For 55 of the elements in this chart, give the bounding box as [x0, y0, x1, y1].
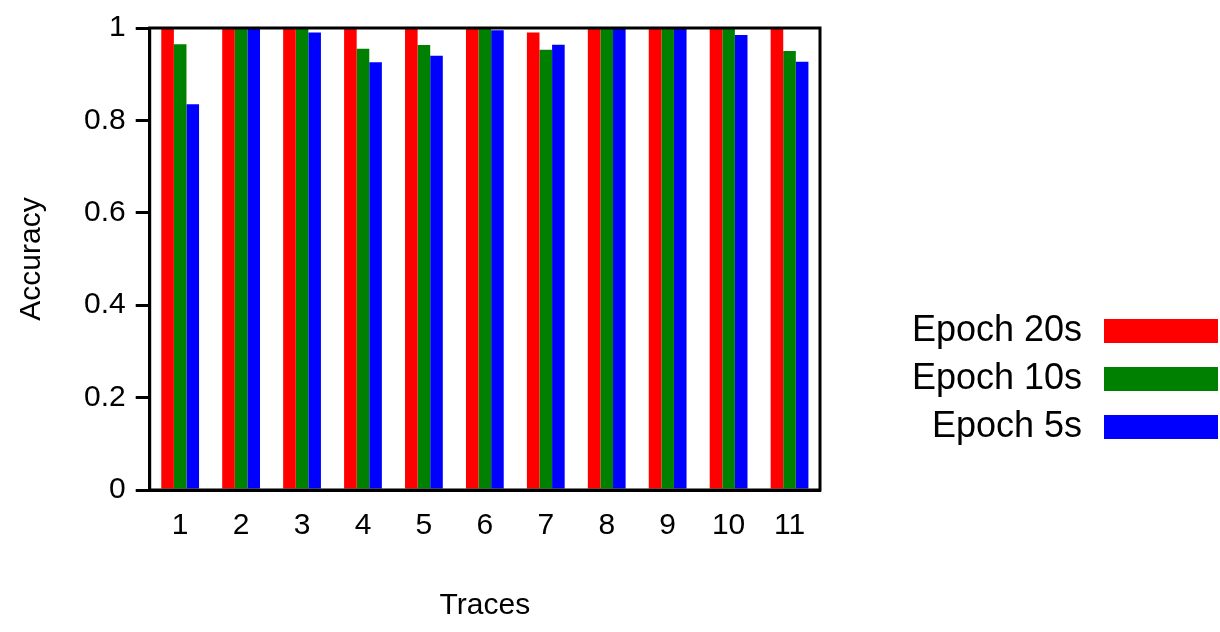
- y-tick-label: 0.8: [83, 101, 126, 135]
- bar: [613, 28, 626, 489]
- x-tick-label: 8: [598, 507, 616, 541]
- y-tick-label: 0.4: [83, 286, 126, 320]
- x-tick-label: 5: [415, 507, 433, 541]
- bar: [648, 28, 662, 489]
- bar: [465, 28, 479, 489]
- bar: [234, 28, 248, 489]
- bar: [247, 28, 260, 489]
- bar: [283, 28, 296, 489]
- bar: [783, 51, 796, 489]
- y-tick-label: 0.6: [83, 194, 126, 228]
- x-tick-label: 1: [171, 507, 189, 541]
- bar: [539, 49, 553, 489]
- bar: [430, 55, 443, 489]
- y-tick-label: 1: [109, 9, 126, 43]
- x-tick-label: 10: [711, 507, 746, 541]
- x-tick-label: 7: [537, 507, 555, 541]
- bar: [405, 28, 418, 489]
- y-tick-label: 0: [109, 471, 126, 505]
- x-tick-label: 9: [659, 507, 676, 541]
- legend-label: Epoch 5s: [931, 403, 1082, 445]
- bar: [587, 28, 601, 489]
- x-tick-label: 3: [293, 507, 311, 541]
- bar: [600, 28, 614, 489]
- x-tick-label: 6: [476, 507, 494, 541]
- bar: [369, 62, 382, 489]
- bar: [173, 44, 187, 489]
- bar: [734, 34, 748, 489]
- bar: [770, 28, 784, 489]
- bar: [356, 48, 370, 489]
- y-tick-label: 0.2: [83, 378, 126, 412]
- bar: [722, 28, 735, 489]
- bar: [526, 32, 540, 489]
- x-tick-label: 4: [354, 507, 372, 541]
- y-axis-title: Accuracy: [13, 197, 47, 321]
- x-tick-label: 11: [773, 507, 806, 541]
- bar: [295, 28, 309, 489]
- bar: [552, 44, 565, 489]
- bar: [161, 28, 174, 489]
- bar: [661, 28, 674, 489]
- bar: [222, 28, 235, 489]
- x-axis-title: Traces: [439, 587, 531, 621]
- x-tick-label: 2: [232, 507, 250, 541]
- bar: [308, 32, 321, 489]
- bar: [795, 61, 809, 489]
- bar: [186, 104, 200, 489]
- bar: [417, 45, 431, 489]
- legend-label: Epoch 20s: [911, 307, 1082, 349]
- bar: [491, 30, 504, 489]
- bar: [478, 28, 492, 489]
- bar: [673, 28, 687, 489]
- bar: [344, 28, 357, 489]
- legend-label: Epoch 10s: [911, 355, 1082, 397]
- bar: [709, 28, 723, 489]
